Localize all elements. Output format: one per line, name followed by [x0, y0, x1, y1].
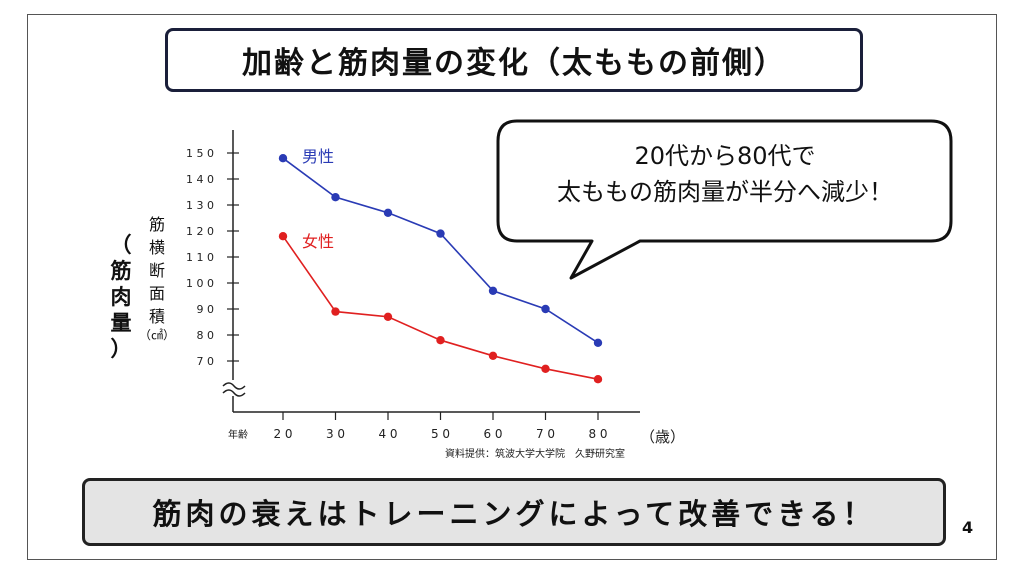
y-tick-label: 1 1 0: [186, 251, 214, 264]
y-tick-label: 7 0: [197, 355, 215, 368]
slide-frame: [27, 14, 997, 560]
y-tick-label: 1 5 0: [186, 147, 214, 160]
data-point: [331, 193, 340, 202]
x-tick-label: 2 0: [273, 427, 292, 441]
bubble-line-2: 太ももの筋肉量が半分へ減少！: [557, 178, 893, 206]
data-point: [593, 375, 603, 384]
x-tick-label: 5 0: [431, 427, 450, 441]
y-tick-label: 1 4 0: [186, 173, 214, 186]
source-credit: 資料提供：筑波大学大学院 久野研究室: [445, 447, 625, 460]
bubble-text: 20代から80代で 太ももの筋肉量が半分へ減少！: [505, 138, 945, 210]
data-point: [436, 336, 445, 345]
data-point: [331, 307, 340, 316]
data-point: [383, 208, 393, 217]
slide-title: 加齢と筋肉量の変化（太ももの前側）: [165, 28, 863, 92]
y-tick-label: 1 0 0: [186, 277, 214, 290]
data-point: [593, 338, 603, 347]
y-axis-unit: （㎠）: [139, 328, 176, 342]
data-point: [383, 312, 393, 321]
x-tick-label: 7 0: [536, 427, 555, 441]
data-point: [278, 154, 288, 163]
data-point: [488, 286, 498, 295]
y-tick-label: 9 0: [197, 303, 215, 316]
data-point: [278, 232, 288, 241]
axis-break-mark: [222, 389, 246, 397]
x-tick-label: 6 0: [483, 427, 502, 441]
data-point: [488, 351, 498, 360]
data-point: [541, 364, 550, 373]
speech-bubble: [496, 119, 953, 280]
data-point: [541, 304, 550, 314]
bottom-message: 筋肉の衰えはトレーニングによって改善できる！: [82, 478, 946, 546]
series-line-female: [282, 235, 599, 380]
y-tick-label: 8 0: [197, 329, 215, 342]
y-axis-label-outer: （筋肉量）: [110, 233, 132, 361]
series-label: 男性: [302, 147, 334, 166]
y-tick-label: 1 3 0: [186, 199, 214, 212]
series-label: 女性: [302, 232, 334, 251]
y-axis-label-inner: 筋横断面積: [148, 215, 165, 326]
data-point: [436, 229, 445, 238]
x-tick-label: 8 0: [588, 427, 607, 441]
axis-break-mark: [222, 382, 246, 390]
y-tick-label: 1 2 0: [186, 225, 214, 238]
page-number: 4: [962, 518, 974, 537]
x-tick-label: 4 0: [378, 427, 397, 441]
x-axis-unit: （歳）: [640, 428, 685, 446]
x-axis-label: 年齢: [228, 428, 248, 441]
bubble-line-1: 20代から80代で: [634, 142, 816, 170]
x-tick-label: 3 0: [326, 427, 345, 441]
